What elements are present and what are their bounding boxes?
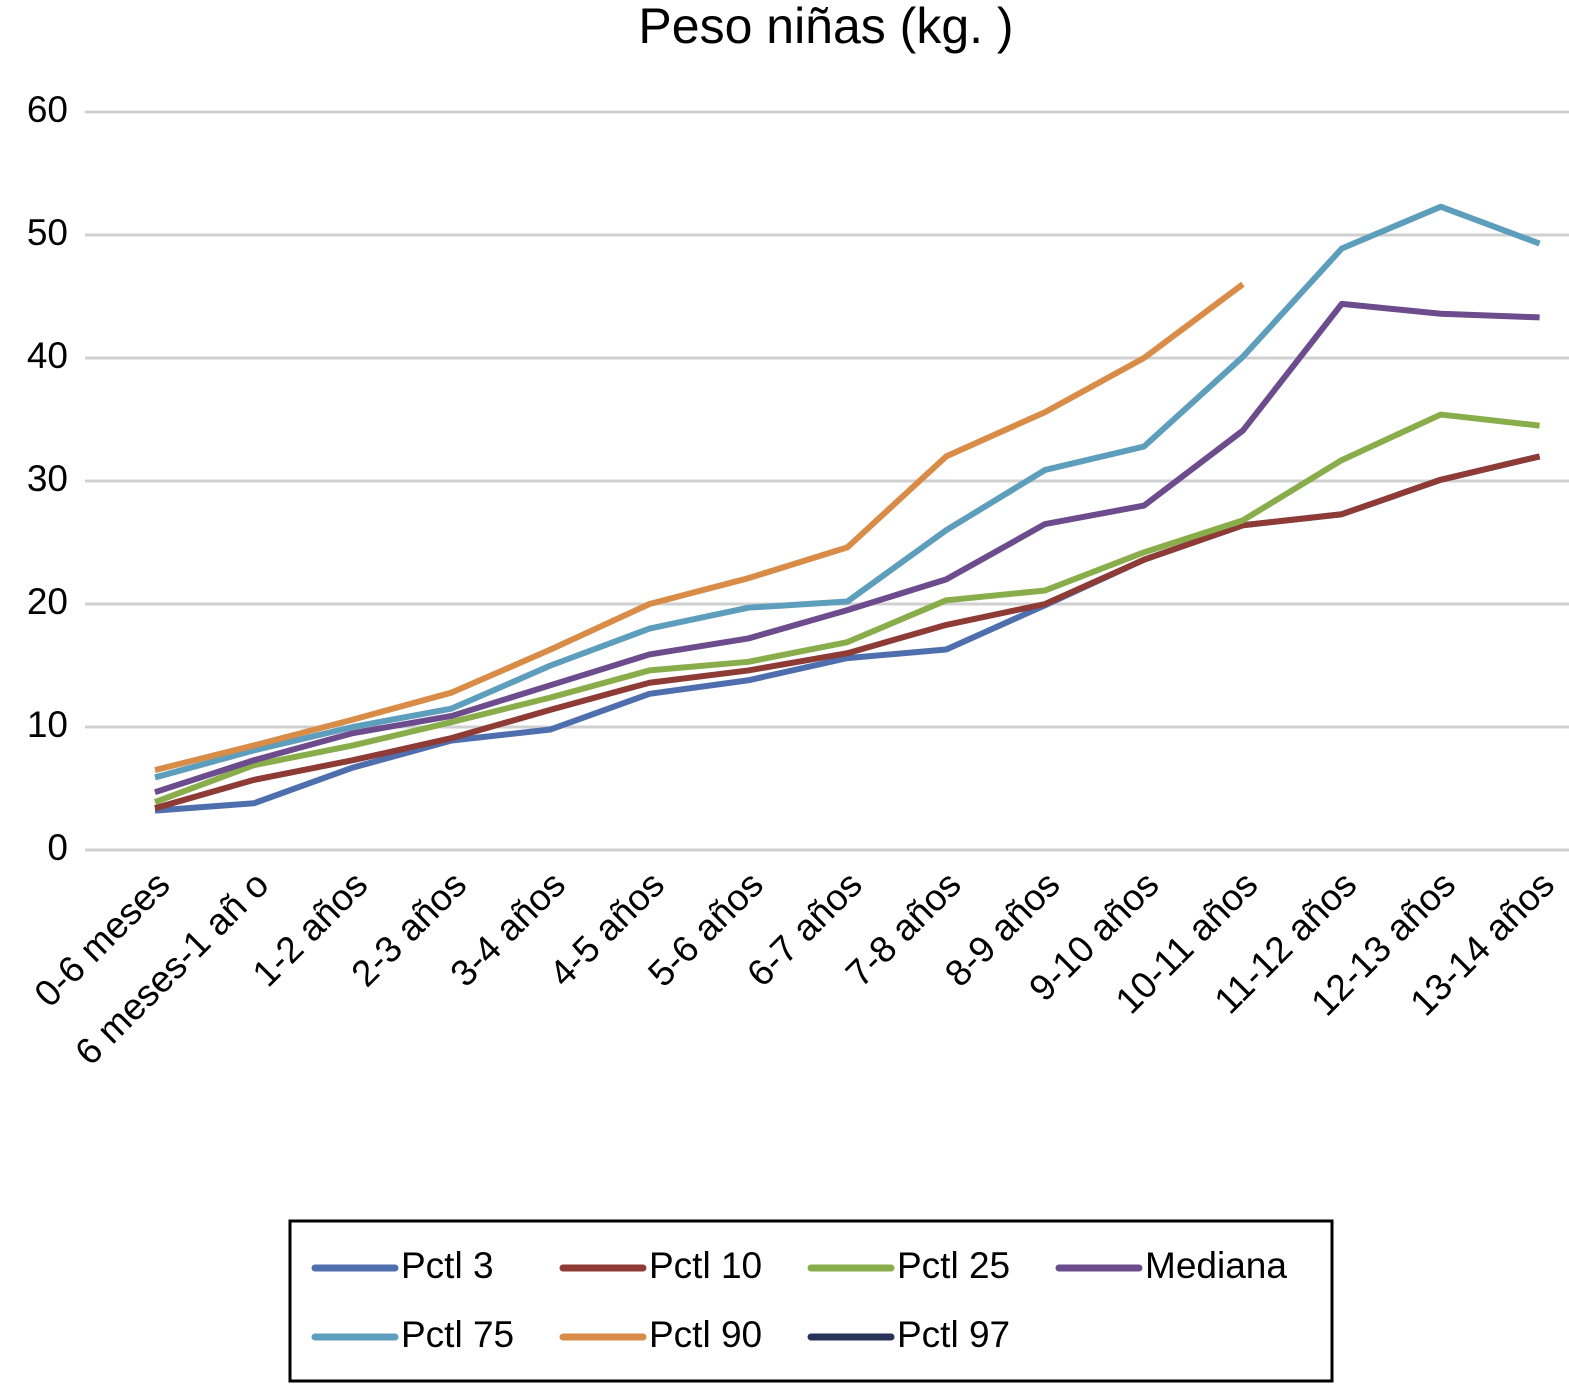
legend-box — [288, 1219, 1334, 1383]
legend-label: Pctl 25 — [897, 1245, 1010, 1286]
y-tick-label: 10 — [27, 704, 68, 745]
legend-label: Pctl 97 — [897, 1314, 1010, 1355]
y-tick-label: 0 — [47, 827, 68, 868]
y-tick-label: 40 — [27, 335, 68, 376]
y-tick-label: 50 — [27, 212, 68, 253]
series-line — [154, 281, 1245, 773]
series-line — [153, 411, 1540, 805]
chart-title: Peso niñas (kg. ) — [638, 0, 1013, 54]
legend-label: Pctl 90 — [649, 1314, 762, 1355]
series-line — [154, 300, 1540, 796]
series-line — [154, 453, 1541, 812]
y-tick-label: 60 — [27, 89, 68, 130]
y-tick-label: 20 — [27, 581, 68, 622]
legend-label: Mediana — [1145, 1245, 1287, 1286]
legend-label: Pctl 75 — [401, 1314, 514, 1355]
legend-label: Pctl 10 — [649, 1245, 762, 1286]
y-tick-label: 30 — [27, 458, 68, 499]
series-line — [154, 203, 1541, 781]
legend-label: Pctl 3 — [401, 1245, 494, 1286]
